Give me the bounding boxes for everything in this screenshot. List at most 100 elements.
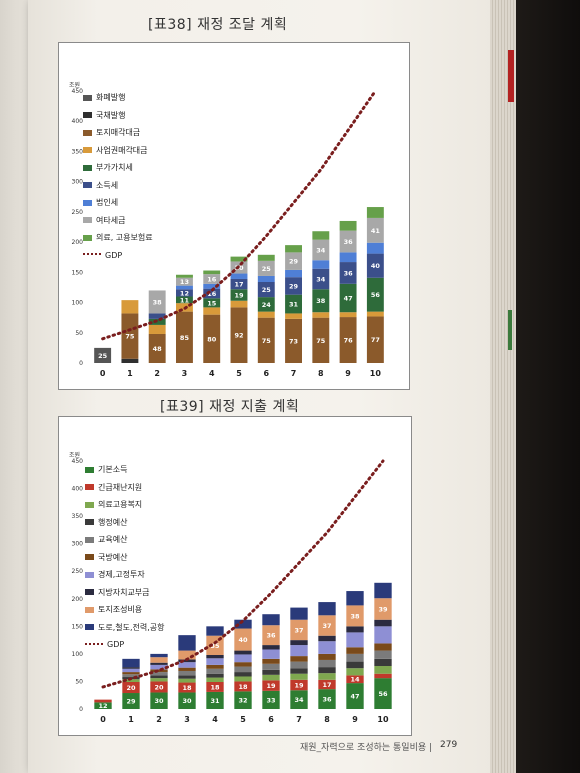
legend-swatch bbox=[83, 182, 92, 189]
bar-segment bbox=[262, 658, 280, 664]
bar-value-label: 48 bbox=[153, 345, 163, 353]
bar-segment bbox=[312, 289, 330, 313]
bar-value-label: 29 bbox=[126, 698, 136, 706]
legend-item: 경제,고정투자 bbox=[85, 566, 165, 584]
bar-segment bbox=[262, 625, 280, 646]
legend-label: 지방자치교부금 bbox=[98, 587, 150, 597]
bar-segment bbox=[374, 643, 392, 651]
bar-segment bbox=[150, 675, 168, 679]
legend-label: GDP bbox=[105, 250, 123, 260]
y-tick-label: 450 bbox=[72, 458, 84, 465]
legend-swatch bbox=[85, 519, 94, 526]
bar-value-label: 30 bbox=[154, 697, 164, 705]
bar-segment bbox=[203, 270, 221, 275]
bar-value-label: 38 bbox=[153, 298, 163, 306]
bar-segment bbox=[290, 679, 308, 691]
bar-value-label: 47 bbox=[350, 693, 359, 701]
bar-segment bbox=[206, 664, 224, 669]
bar-segment bbox=[312, 317, 330, 363]
bar-segment bbox=[257, 260, 275, 276]
x-tick-label: 8 bbox=[324, 715, 330, 724]
x-tick-label: 4 bbox=[209, 369, 215, 378]
legend-label: GDP bbox=[107, 640, 125, 650]
bar-segment bbox=[150, 657, 168, 663]
page-stack-edge bbox=[490, 0, 516, 773]
bar-segment bbox=[203, 288, 221, 299]
bar-value-label: 25 bbox=[98, 352, 108, 360]
bar-segment bbox=[374, 619, 392, 627]
legend-item: 기본소득 bbox=[85, 461, 165, 479]
bar-segment bbox=[121, 300, 139, 314]
bar-value-label: 20 bbox=[126, 684, 136, 692]
bar-segment bbox=[206, 691, 224, 709]
bar-value-label: 32 bbox=[238, 697, 247, 705]
bar-segment bbox=[150, 678, 168, 682]
bar-value-label: 12 bbox=[98, 702, 107, 710]
bar-segment bbox=[150, 653, 168, 658]
bar-segment bbox=[178, 670, 196, 676]
bar-segment bbox=[290, 607, 308, 620]
legend-label: 소득세 bbox=[96, 180, 119, 190]
bar-value-label: 34 bbox=[316, 246, 326, 254]
bar-value-label: 31 bbox=[210, 697, 220, 705]
y-tick-label: 0 bbox=[79, 360, 83, 367]
bar-value-label: 75 bbox=[262, 337, 272, 345]
y-tick-label: 200 bbox=[72, 239, 84, 246]
bar-segment bbox=[339, 252, 357, 263]
gdp-line bbox=[101, 459, 385, 689]
legend-item: 국채발행 bbox=[83, 107, 153, 125]
bar-segment bbox=[230, 256, 248, 262]
page-footer-text: 재원_자력으로 조성하는 통일비용 | bbox=[300, 743, 433, 753]
legend-item: 행정예산 bbox=[85, 514, 165, 532]
bar-segment bbox=[339, 230, 357, 253]
y-tick-label: 100 bbox=[72, 651, 84, 658]
bar-segment bbox=[374, 650, 392, 659]
bar-segment bbox=[122, 667, 140, 669]
bar-value-label: 37 bbox=[294, 626, 303, 634]
bar-segment bbox=[285, 313, 302, 319]
bar-segment bbox=[234, 628, 252, 651]
chart1-panel: 조원 0 50 100 150 200 250 300 350 400 450 25 0 75 1 48 38 2… bbox=[58, 42, 410, 390]
bar-segment bbox=[374, 582, 392, 599]
legend-label: 긴급재난지원 bbox=[98, 482, 143, 492]
x-tick-label: 0 bbox=[100, 369, 106, 378]
bar-value-label: 56 bbox=[371, 291, 381, 299]
bar-value-label: 36 bbox=[322, 696, 332, 704]
bar-segment bbox=[94, 699, 112, 703]
page-number: 279 bbox=[440, 740, 458, 750]
bar-segment bbox=[234, 691, 252, 709]
bar-value-label: 25 bbox=[262, 286, 272, 294]
bar-segment bbox=[366, 311, 384, 317]
bar-segment bbox=[150, 664, 168, 670]
legend-swatch bbox=[83, 164, 92, 171]
bar-segment bbox=[176, 274, 193, 278]
bar-segment bbox=[94, 347, 112, 363]
legend-item: 법인세 bbox=[83, 194, 153, 212]
bar-segment bbox=[230, 273, 248, 279]
y-tick-label: 350 bbox=[72, 148, 84, 155]
bar-segment bbox=[290, 673, 308, 680]
legend-item: 교육예산 bbox=[85, 531, 165, 549]
legend-label: 국채발행 bbox=[96, 110, 126, 120]
bar-segment bbox=[374, 658, 392, 667]
bar-segment bbox=[285, 277, 302, 295]
bar-segment bbox=[374, 666, 392, 674]
chart2-title: [표39] 재정 지출 계획 bbox=[160, 399, 300, 415]
chart1-title: [표38] 재정 조달 계획 bbox=[148, 17, 288, 33]
bar-segment bbox=[262, 663, 280, 670]
y-tick-label: 250 bbox=[72, 209, 84, 216]
y-tick-label: 100 bbox=[72, 300, 84, 307]
bar-segment bbox=[148, 333, 166, 363]
bar-segment bbox=[257, 282, 275, 298]
bar-value-label: 36 bbox=[344, 269, 354, 277]
bar-value-label: 77 bbox=[371, 336, 380, 344]
bar-segment bbox=[234, 650, 252, 655]
bar-segment bbox=[285, 294, 302, 314]
legend-label: 여타세금 bbox=[96, 215, 126, 225]
bar-segment bbox=[122, 672, 140, 675]
y-tick-label: 250 bbox=[72, 568, 84, 575]
y-tick-label: 300 bbox=[72, 541, 84, 548]
legend-swatch-gdp bbox=[85, 642, 103, 647]
x-tick-label: 2 bbox=[156, 715, 162, 724]
bar-segment bbox=[318, 673, 336, 680]
